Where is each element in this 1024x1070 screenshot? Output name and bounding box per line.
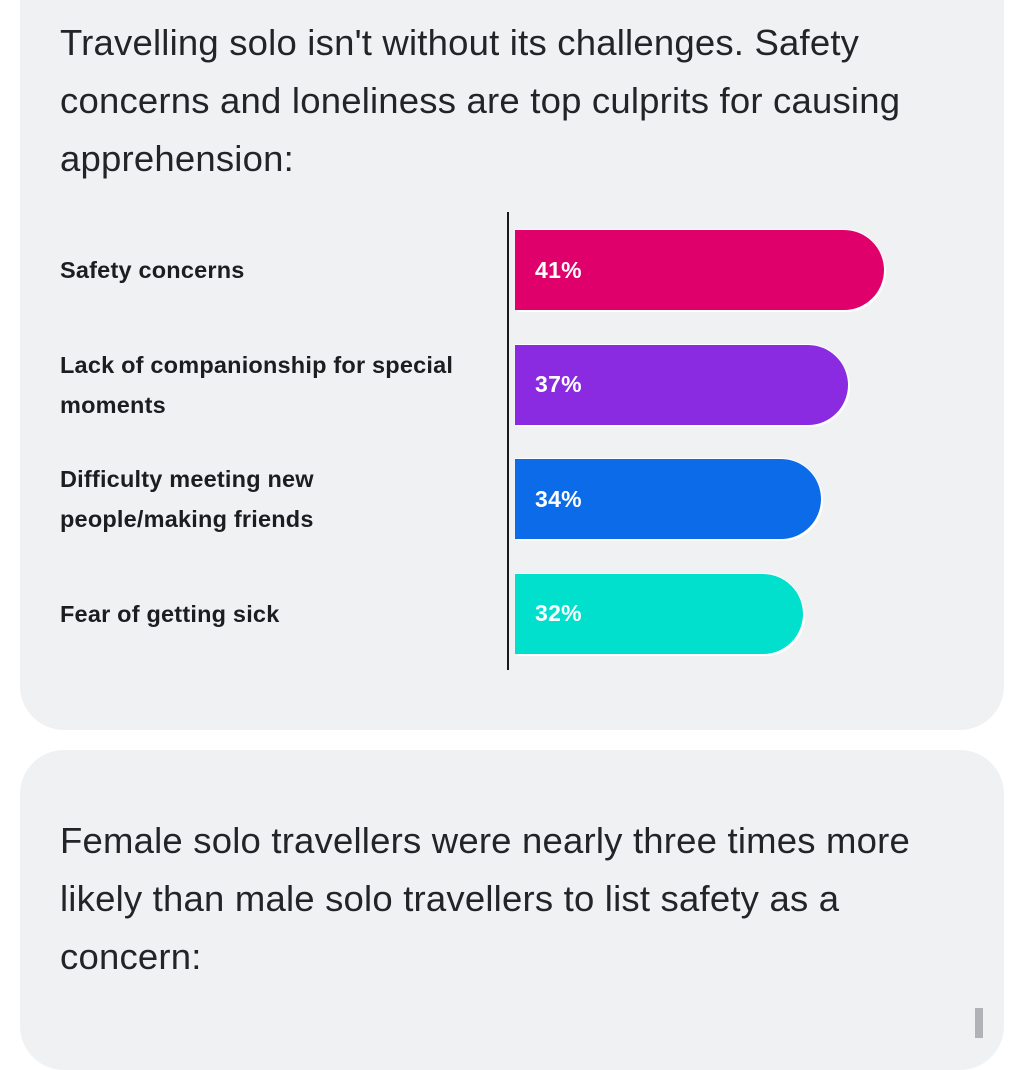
bar-value-label: 32% (535, 600, 582, 626)
bar: 41% (515, 230, 884, 310)
survey-card-apprehension: Travelling solo isn't without its challe… (20, 0, 1004, 730)
chart-axis-line (507, 212, 509, 670)
bar-category-label: Fear of getting sick (60, 600, 280, 627)
bar: 34% (515, 459, 821, 539)
chart-axis-stub (975, 1008, 983, 1038)
bar: 37% (515, 344, 848, 425)
bar-category-label: Safety concerns (60, 257, 245, 283)
bar-category-label: Difficulty meeting new people/making fri… (60, 466, 314, 532)
card-intro-text: Travelling solo isn't without its challe… (60, 22, 901, 179)
bar: 32% (515, 573, 803, 654)
bar-value-label: 34% (535, 485, 582, 512)
bar-value-label: 41% (535, 256, 582, 283)
survey-card-gender: Female solo travellers were nearly three… (20, 750, 1004, 1070)
card-intro-text: Female solo travellers were nearly three… (60, 820, 911, 977)
bar-category-label: Lack of companionship for special moment… (60, 351, 454, 418)
bar-value-label: 37% (535, 371, 582, 397)
